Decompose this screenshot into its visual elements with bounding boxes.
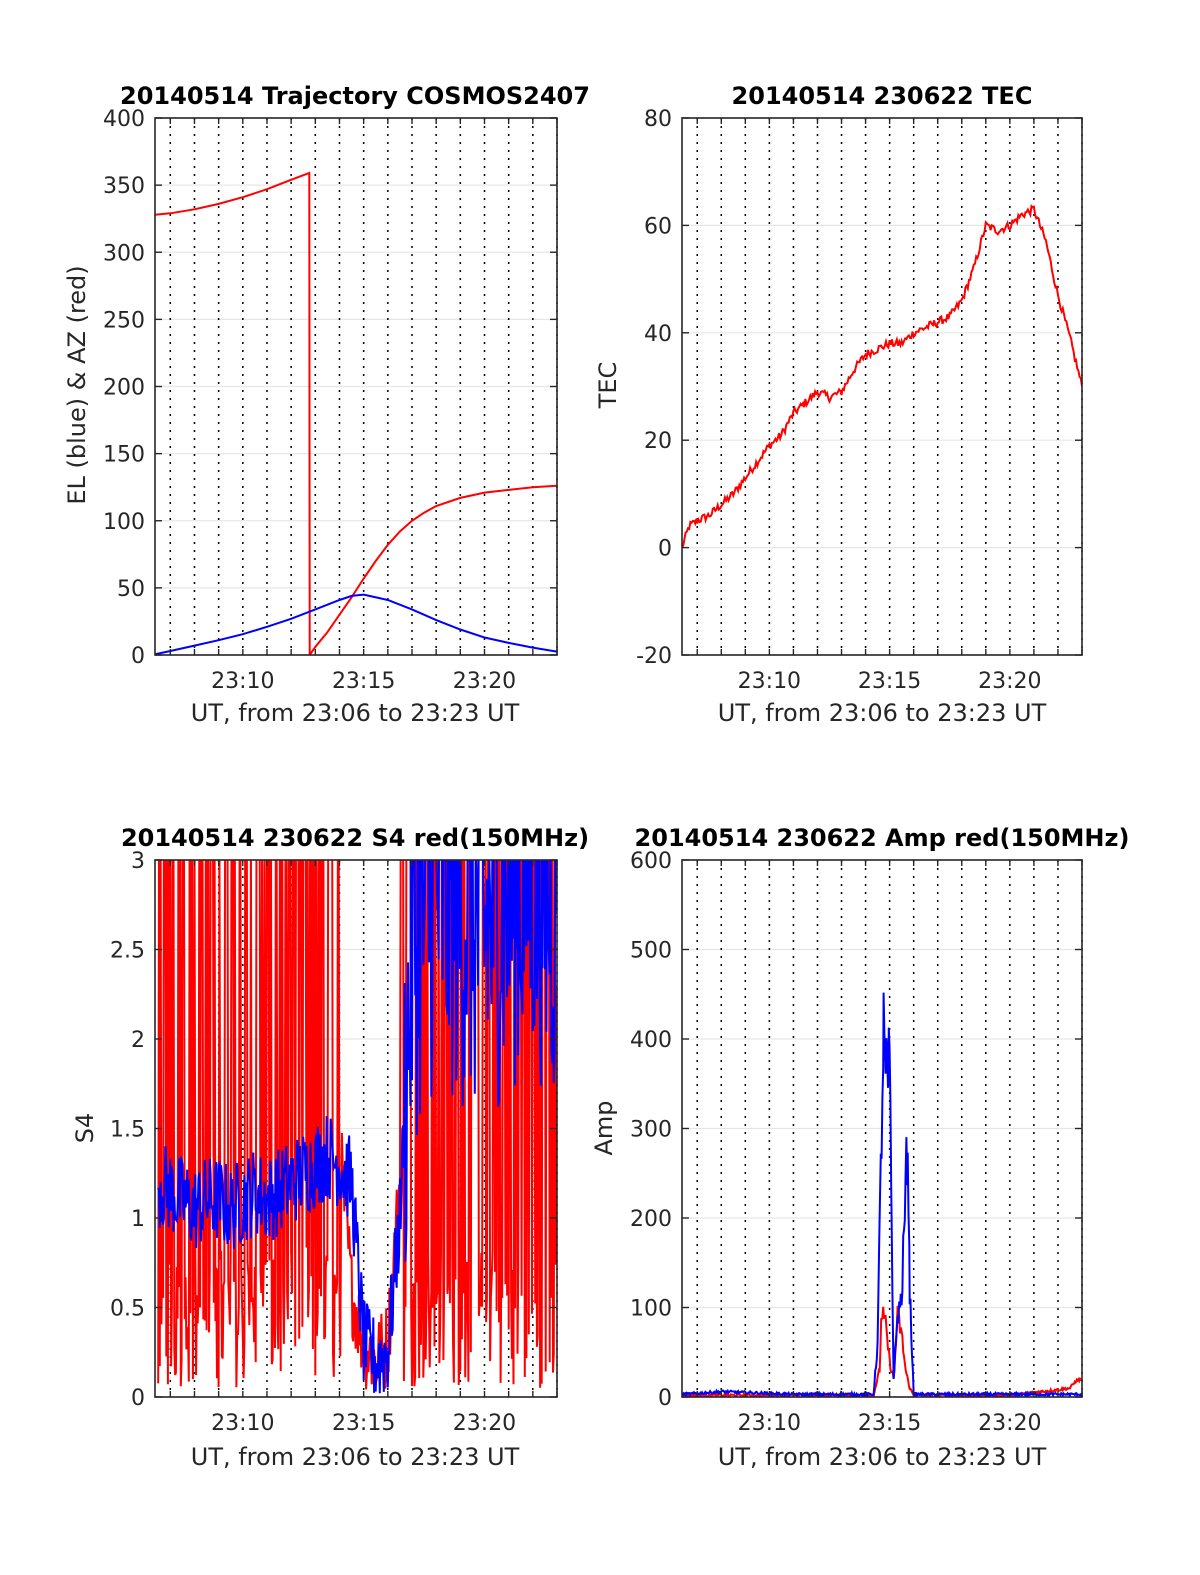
y-tick-label: 60 xyxy=(644,214,672,239)
y-axis-label: TEC xyxy=(594,362,622,410)
plot-area: 0 100 200 300 400 500 600 23:10 23:15 23:20 xyxy=(630,849,1083,1436)
x-axis-label: UT, from 23:06 to 23:23 UT xyxy=(718,1443,1047,1471)
x-axis-label: UT, from 23:06 to 23:23 UT xyxy=(191,699,520,727)
x-tick-label: 23:20 xyxy=(453,669,516,694)
y-tick-label: 50 xyxy=(117,577,145,602)
y-tick-label: 1 xyxy=(131,1207,145,1232)
y-tick-label: 100 xyxy=(103,510,145,535)
chart-amp: 20140514 230622 Amp red(150MHz) 0 100 200 3… xyxy=(590,824,1129,1471)
plot-background xyxy=(682,118,1082,655)
chart-s4: 20140514 230622 S4 red(150MHz) 0 0.5 1 1.5 2… xyxy=(71,824,589,1471)
series-group xyxy=(157,860,557,1394)
series-line-red xyxy=(155,171,557,655)
y-tick-label: 300 xyxy=(630,1118,672,1143)
y-tick-label: 300 xyxy=(103,241,145,266)
x-tick-label: 23:20 xyxy=(978,1411,1041,1436)
y-tick-label: 20 xyxy=(644,429,672,454)
axes-box xyxy=(681,117,1083,656)
plot-area: 0 50 100 150 200 250 300 350 400 23:10 23:15 23:20 xyxy=(103,107,558,694)
y-tick-label: 500 xyxy=(630,939,672,964)
y-axis-label: Amp xyxy=(590,1100,618,1155)
y-tick-label: 80 xyxy=(644,107,672,132)
y-tick-label: 0 xyxy=(131,1386,145,1411)
y-tick-label: 250 xyxy=(103,308,145,333)
x-tick-label: 23:15 xyxy=(858,1411,921,1436)
x-tick-label: 23:15 xyxy=(332,669,395,694)
y-tick-label: 600 xyxy=(630,849,672,874)
y-tick-label: 2 xyxy=(131,1028,145,1053)
series-line-blue xyxy=(682,992,1082,1397)
y-axis-label: EL (blue) & AZ (red) xyxy=(63,265,91,504)
y-tick-label: 40 xyxy=(644,322,672,347)
y-tick-label: 400 xyxy=(103,107,145,132)
x-tick-label: 23:10 xyxy=(211,1411,274,1436)
x-axis-label: UT, from 23:06 to 23:23 UT xyxy=(718,699,1047,727)
series-group xyxy=(682,992,1082,1397)
y-tick-label: 0 xyxy=(658,1386,672,1411)
series-line-red xyxy=(157,860,557,1390)
series-line-red xyxy=(682,203,1082,548)
x-axis-label: UT, from 23:06 to 23:23 UT xyxy=(191,1443,520,1471)
y-tick-label: 2.5 xyxy=(110,939,145,964)
y-tick-label: 100 xyxy=(630,1297,672,1322)
y-tick-label: 200 xyxy=(103,376,145,401)
chart-tec: 20140514 230622 TEC -20 0 20 40 60 80 23:10 23:… xyxy=(594,82,1083,727)
y-tick-label: 0.5 xyxy=(110,1297,145,1322)
x-tick-label: 23:10 xyxy=(738,669,801,694)
x-tick-label: 23:20 xyxy=(978,669,1041,694)
series-line-blue xyxy=(157,860,557,1394)
series-line-blue xyxy=(155,593,557,655)
x-tick-label: 23:15 xyxy=(858,669,921,694)
plot-area: -20 0 20 40 60 80 23:10 23:15 23:20 xyxy=(636,107,1083,694)
series-group xyxy=(682,203,1082,548)
chart-title: 20140514 230622 TEC xyxy=(732,82,1033,110)
y-tick-label: 350 xyxy=(103,174,145,199)
series-group xyxy=(155,171,557,655)
x-tick-label: 23:10 xyxy=(211,669,274,694)
y-tick-label: 200 xyxy=(630,1207,672,1232)
y-tick-label: 0 xyxy=(658,537,672,562)
y-tick-label: 3 xyxy=(131,849,145,874)
x-tick-label: 23:10 xyxy=(738,1411,801,1436)
plot-area: 0 0.5 1 1.5 2 2.5 3 23:10 23:15 23:20 xyxy=(110,849,558,1436)
y-tick-label: 0 xyxy=(131,644,145,669)
chart-title: 20140514 230622 S4 red(150MHz) xyxy=(121,824,589,852)
y-tick-label: 400 xyxy=(630,1028,672,1053)
chart-title: 20140514 230622 Amp red(150MHz) xyxy=(635,824,1130,852)
y-tick-label: 1.5 xyxy=(110,1118,145,1143)
x-tick-label: 23:15 xyxy=(332,1411,395,1436)
y-axis-label: S4 xyxy=(71,1113,99,1144)
chart-title: 20140514 Trajectory COSMOS2407 xyxy=(120,82,590,110)
y-tick-label: -20 xyxy=(636,644,672,669)
chart-trajectory: 20140514 Trajectory COSMOS2407 0 50 100 150… xyxy=(63,82,590,727)
x-tick-label: 23:20 xyxy=(453,1411,516,1436)
y-tick-label: 150 xyxy=(103,443,145,468)
